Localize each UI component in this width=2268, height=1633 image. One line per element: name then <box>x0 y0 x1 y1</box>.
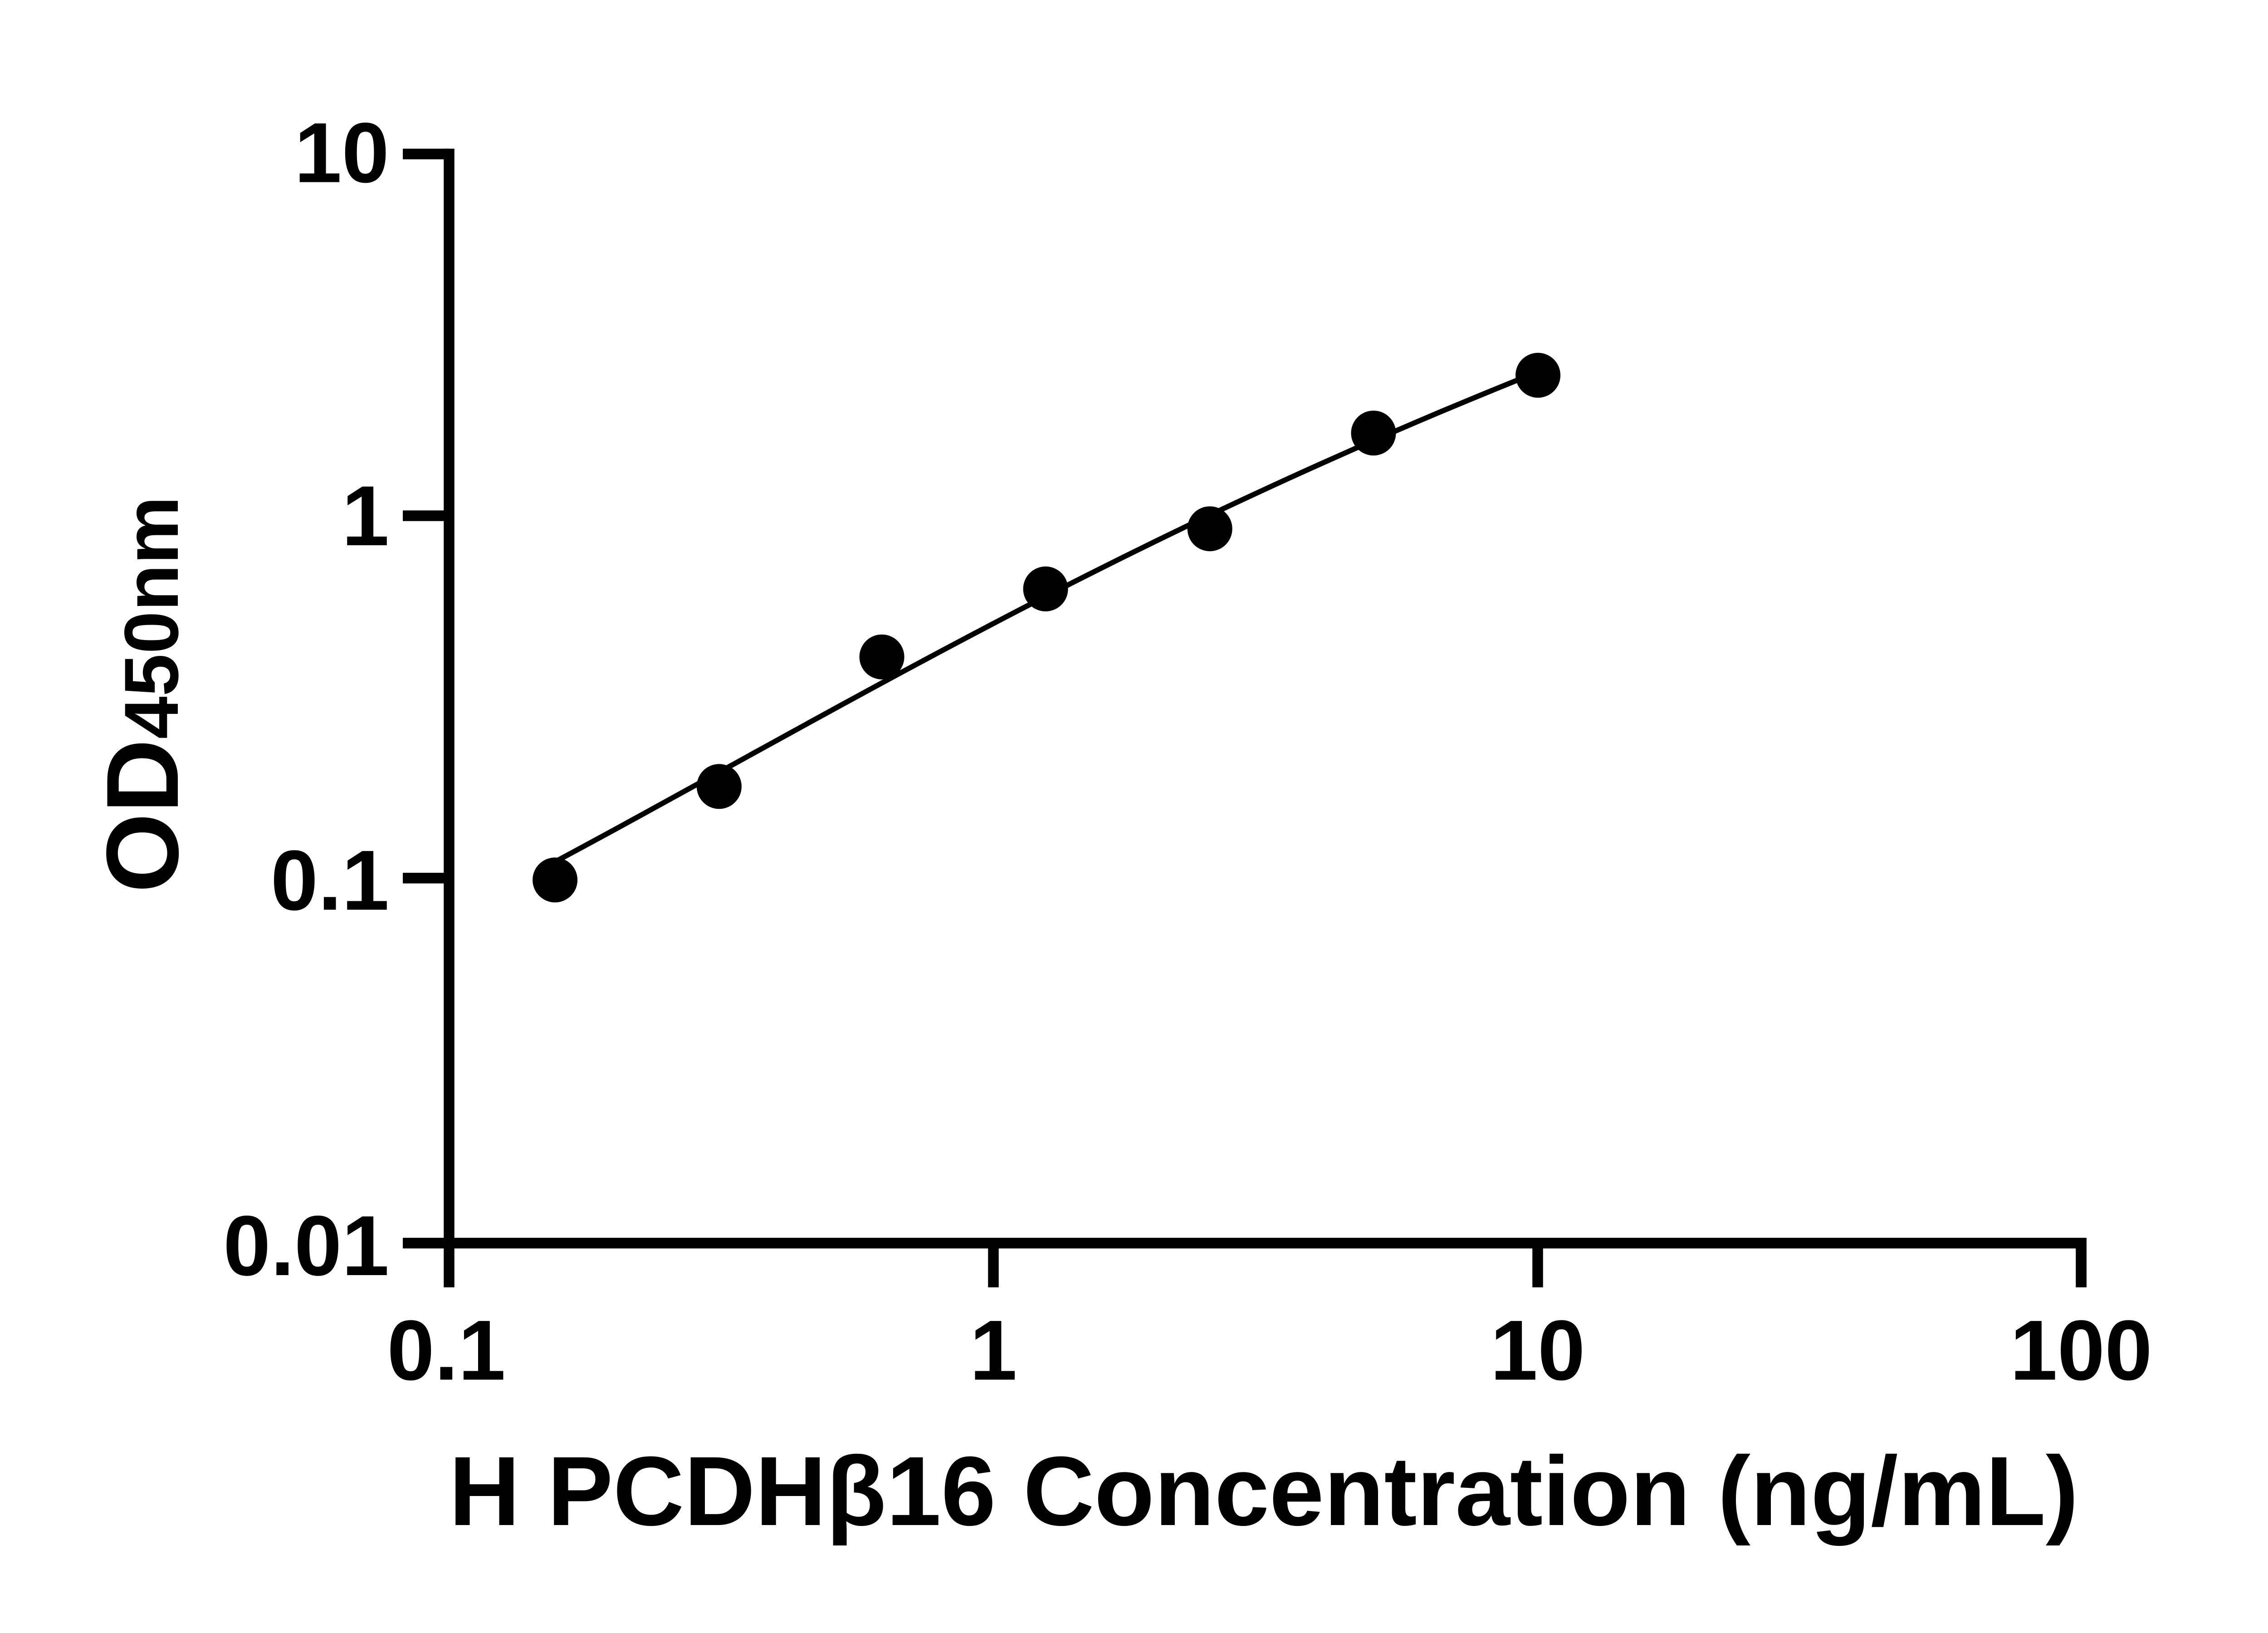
svg-text:H PCDHβ16 Concentration (ng/mL: H PCDHβ16 Concentration (ng/mL) <box>449 1436 2078 1546</box>
svg-text:10: 10 <box>1490 1303 1585 1398</box>
svg-text:1: 1 <box>342 468 389 563</box>
svg-text:10: 10 <box>294 105 389 200</box>
svg-text:OD450nm: OD450nm <box>85 496 200 893</box>
svg-text:0.01: 0.01 <box>223 1198 389 1293</box>
svg-text:1: 1 <box>970 1303 1017 1398</box>
svg-text:0.1: 0.1 <box>387 1303 505 1398</box>
svg-text:100: 100 <box>2010 1303 2152 1398</box>
svg-text:0.1: 0.1 <box>271 833 389 928</box>
